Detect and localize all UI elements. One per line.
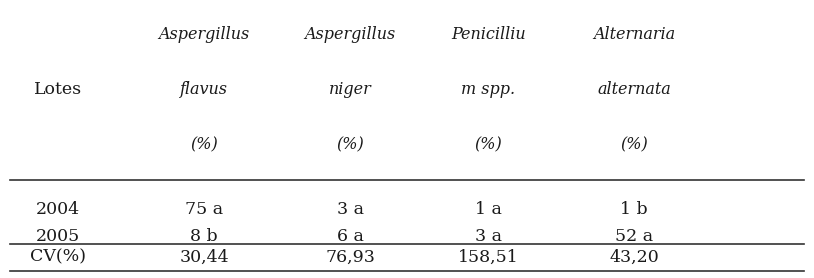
Text: 76,93: 76,93 — [326, 249, 375, 266]
Text: 1 b: 1 b — [620, 201, 648, 218]
Text: 3 a: 3 a — [337, 201, 364, 218]
Text: flavus: flavus — [180, 81, 228, 98]
Text: 8 b: 8 b — [190, 228, 218, 245]
Text: 2004: 2004 — [36, 201, 81, 218]
Text: 2005: 2005 — [36, 228, 81, 245]
Text: 52 a: 52 a — [615, 228, 653, 245]
Text: niger: niger — [329, 81, 371, 98]
Text: (%): (%) — [336, 136, 364, 153]
Text: (%): (%) — [190, 136, 218, 153]
Text: 3 a: 3 a — [475, 228, 501, 245]
Text: 30,44: 30,44 — [179, 249, 229, 266]
Text: 43,20: 43,20 — [609, 249, 659, 266]
Text: Alternaria: Alternaria — [593, 26, 675, 43]
Text: 75 a: 75 a — [185, 201, 223, 218]
Text: alternata: alternata — [597, 81, 671, 98]
Text: Penicilliu: Penicilliu — [451, 26, 525, 43]
Text: Aspergillus: Aspergillus — [304, 26, 396, 43]
Text: CV(%): CV(%) — [30, 249, 86, 266]
Text: Aspergillus: Aspergillus — [159, 26, 250, 43]
Text: (%): (%) — [475, 136, 502, 153]
Text: 1 a: 1 a — [475, 201, 501, 218]
Text: (%): (%) — [620, 136, 648, 153]
Text: m spp.: m spp. — [461, 81, 515, 98]
Text: 158,51: 158,51 — [457, 249, 519, 266]
Text: Lotes: Lotes — [34, 81, 82, 98]
Text: 6 a: 6 a — [337, 228, 364, 245]
